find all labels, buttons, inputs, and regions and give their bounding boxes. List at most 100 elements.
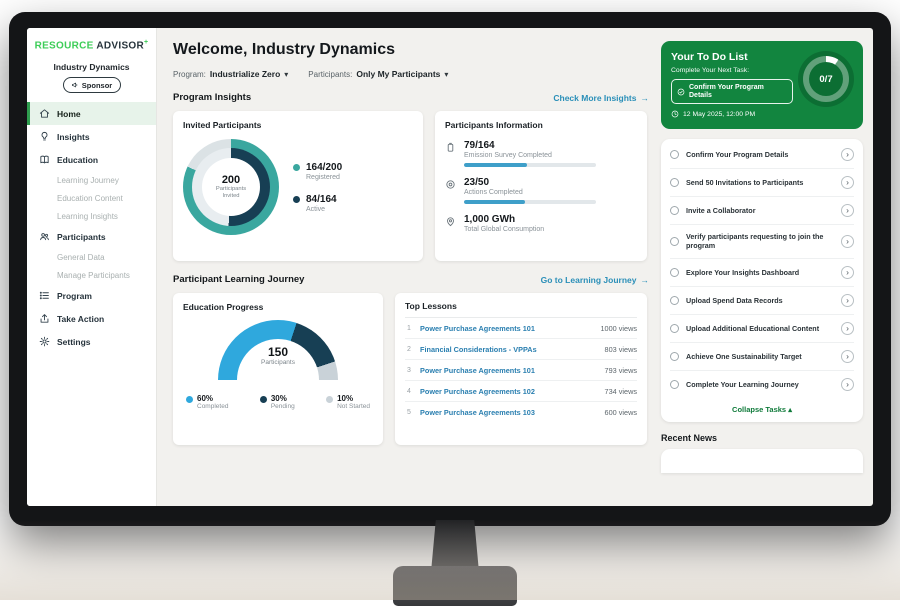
task-checkbox[interactable]	[670, 206, 679, 216]
main-content: Welcome, Industry Dynamics Program: Indu…	[157, 28, 661, 506]
todo-panel: Your To Do List Complete Your Next Task:…	[661, 28, 873, 506]
chevron-right-icon: ›	[846, 295, 849, 306]
education-gauge-chart: 150 Participants	[218, 320, 338, 382]
sidebar-subitem-label: Learning Journey	[57, 175, 119, 185]
lesson-rank: 3	[407, 366, 411, 374]
todo-task-row[interactable]: Complete Your Learning Journey ›	[670, 371, 854, 398]
next-task-label: Confirm Your Program Details	[689, 83, 764, 99]
lesson-link[interactable]: Power Purchase Agreements 101	[420, 365, 535, 375]
lesson-link[interactable]: Power Purchase Agreements 101	[420, 323, 535, 333]
lesson-views: 1000 views	[600, 323, 637, 333]
sidebar-item-education-content[interactable]: Education Content	[27, 189, 156, 207]
participants-filter-dropdown[interactable]: Participants: Only My Participants ▾	[308, 69, 448, 79]
check-more-insights-label: Check More Insights	[553, 92, 637, 103]
completed-dot-icon	[186, 396, 193, 403]
legend-item-registered: 164/200 Registered	[293, 162, 342, 181]
check-more-insights-link[interactable]: Check More Insights →	[553, 93, 649, 103]
chevron-right-icon: ›	[846, 236, 849, 247]
task-chevron-button[interactable]: ›	[841, 293, 854, 307]
chevron-right-icon: ›	[846, 205, 849, 216]
go-to-learning-journey-link[interactable]: Go to Learning Journey →	[541, 275, 649, 285]
sidebar-item-general-data[interactable]: General Data	[27, 248, 156, 266]
page-title: Welcome, Industry Dynamics	[173, 41, 395, 58]
task-checkbox[interactable]	[670, 323, 679, 333]
todo-task-row[interactable]: Verify participants requesting to join t…	[670, 225, 854, 259]
sidebar-item-take-action[interactable]: Take Action	[27, 307, 156, 330]
task-chevron-button[interactable]: ›	[841, 349, 854, 363]
sidebar-item-learning-journey[interactable]: Learning Journey	[27, 171, 156, 189]
sponsor-badge[interactable]: Sponsor	[62, 77, 121, 94]
task-label: Send 50 Invitations to Participants	[686, 177, 804, 187]
task-checkbox[interactable]	[670, 178, 679, 188]
pending-label: Pending	[270, 403, 295, 410]
sidebar-item-program[interactable]: Program	[27, 284, 156, 307]
sidebar-item-learning-insights[interactable]: Learning Insights	[27, 207, 156, 225]
todo-task-row[interactable]: Invite a Collaborator ›	[670, 197, 854, 226]
active-value: 84/164	[306, 193, 337, 205]
pending-value: 30%	[270, 394, 287, 403]
participants-information-card: Participants Information 79/164 Emission…	[435, 111, 647, 261]
chevron-right-icon: ›	[846, 323, 849, 334]
task-chevron-button[interactable]: ›	[841, 148, 854, 162]
active-label: Active	[306, 205, 326, 213]
todo-task-row[interactable]: Confirm Your Program Details ›	[670, 141, 854, 170]
chevron-down-icon: ▾	[284, 69, 289, 79]
education-progress-title: Education Progress	[183, 302, 264, 312]
list-icon	[39, 290, 50, 301]
program-filter-dropdown[interactable]: Program: Industrialize Zero ▾	[173, 69, 288, 79]
sidebar-item-manage-participants[interactable]: Manage Participants	[27, 266, 156, 284]
todo-task-row[interactable]: Explore Your Insights Dashboard ›	[670, 259, 854, 287]
insights-cards-row: Invited Participants 200 Participants In…	[173, 111, 649, 261]
education-progress-card: Education Progress 150 Participants 60% …	[173, 293, 383, 445]
lesson-link[interactable]: Financial Considerations - VPPAs	[420, 344, 537, 354]
task-checkbox[interactable]	[670, 295, 679, 305]
todo-task-row[interactable]: Achieve One Sustainability Target ›	[670, 343, 854, 371]
info-row-consumption: 1,000 GWh Total Global Consumption	[445, 214, 637, 233]
people-icon	[39, 231, 50, 242]
app-screen: RESOURCE ADVISOR+ Industry Dynamics Spon…	[27, 28, 873, 506]
sidebar-item-insights[interactable]: Insights	[27, 125, 156, 148]
todo-task-row[interactable]: Send 50 Invitations to Participants ›	[670, 169, 854, 198]
task-checkbox[interactable]	[670, 150, 679, 160]
todo-task-row[interactable]: Upload Spend Data Records ›	[670, 287, 854, 315]
task-label: Complete Your Learning Journey	[686, 379, 799, 389]
actions-value: 23/50	[464, 177, 490, 188]
logo-resource: RESOURCE	[34, 40, 94, 52]
actions-label: Actions Completed	[464, 189, 523, 196]
target-icon	[445, 179, 456, 190]
book-icon	[39, 154, 50, 165]
monitor-stand-base	[393, 566, 517, 606]
gauge-center-label: Participants	[261, 359, 295, 366]
task-checkbox[interactable]	[670, 379, 679, 389]
lesson-link[interactable]: Power Purchase Agreements 103	[420, 407, 535, 417]
collapse-tasks-label: Collapse Tasks	[732, 404, 787, 414]
sidebar-subitem-label: General Data	[57, 252, 105, 262]
next-task-chip[interactable]: Confirm Your Program Details	[671, 79, 793, 105]
sidebar-item-participants[interactable]: Participants	[27, 225, 156, 248]
monitor-frame: RESOURCE ADVISOR+ Industry Dynamics Spon…	[9, 12, 891, 526]
survey-value: 79/164	[464, 140, 495, 151]
task-chevron-button[interactable]: ›	[841, 204, 854, 218]
sidebar-item-education[interactable]: Education	[27, 148, 156, 171]
go-to-learning-journey-label: Go to Learning Journey	[540, 274, 637, 285]
collapse-tasks-button[interactable]: Collapse Tasks ▴	[670, 398, 854, 420]
info-row-actions: 23/50 Actions Completed	[445, 177, 637, 204]
task-checkbox[interactable]	[670, 351, 679, 361]
todo-task-row[interactable]: Upload Additional Educational Content ›	[670, 315, 854, 343]
lesson-link[interactable]: Power Purchase Agreements 102	[420, 386, 535, 396]
invited-participants-card: Invited Participants 200 Participants In…	[173, 111, 423, 261]
task-checkbox[interactable]	[670, 236, 679, 246]
task-chevron-button[interactable]: ›	[841, 265, 854, 279]
task-chevron-button[interactable]: ›	[841, 234, 854, 248]
task-chevron-button[interactable]: ›	[841, 321, 854, 335]
lesson-views: 803 views	[604, 344, 637, 354]
sidebar-item-home[interactable]: Home	[27, 102, 156, 126]
sidebar-subitem-label: Manage Participants	[57, 270, 130, 280]
task-chevron-button[interactable]: ›	[841, 377, 854, 391]
filter-bar: Program: Industrialize Zero ▾ Participan…	[173, 69, 649, 79]
task-chevron-button[interactable]: ›	[841, 176, 854, 190]
program-filter-value: Industrialize Zero	[209, 69, 281, 79]
sidebar-item-settings[interactable]: Settings	[27, 330, 156, 353]
task-checkbox[interactable]	[670, 267, 679, 277]
todo-title: Your To Do List	[671, 51, 748, 63]
